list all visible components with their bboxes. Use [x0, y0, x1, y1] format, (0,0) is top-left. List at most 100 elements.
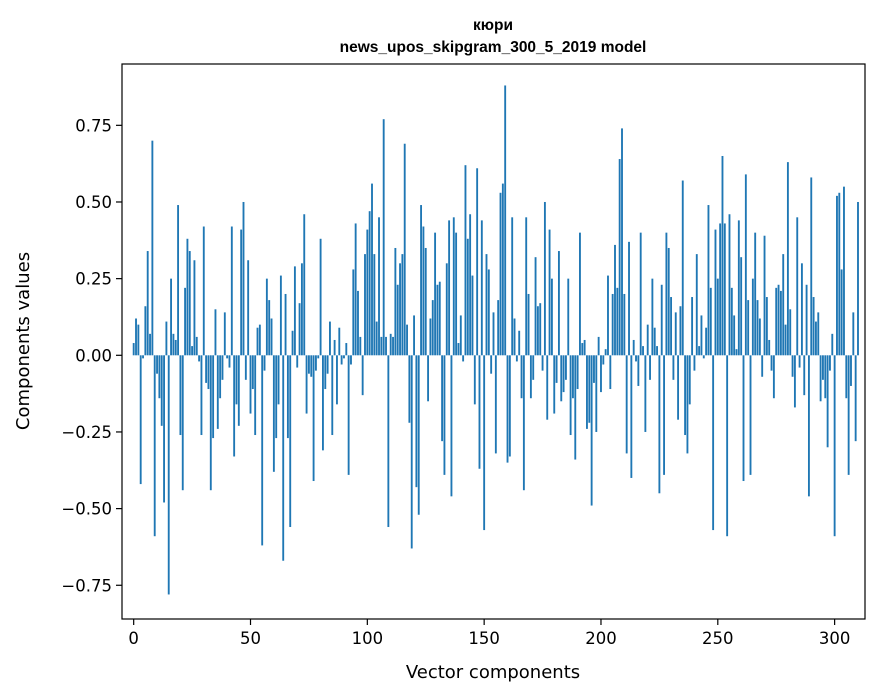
bar: [214, 309, 217, 356]
bar: [450, 355, 453, 497]
bar: [614, 244, 616, 356]
bars-group: [132, 85, 859, 595]
bar: [595, 355, 598, 432]
bar: [532, 355, 535, 380]
bar: [705, 327, 708, 356]
bar: [195, 336, 198, 356]
bar: [184, 287, 187, 356]
bar: [410, 355, 413, 549]
bar: [735, 349, 738, 356]
bar: [609, 355, 612, 390]
bar: [364, 254, 366, 356]
bar: [728, 214, 731, 356]
bar: [165, 321, 168, 356]
bar: [235, 355, 238, 405]
bar: [593, 355, 595, 383]
bar: [448, 220, 451, 356]
bar: [508, 355, 511, 457]
bar: [847, 355, 850, 475]
x-tick-label: 100: [352, 629, 384, 648]
bar: [233, 355, 236, 457]
bar: [483, 355, 486, 531]
bar: [144, 306, 147, 356]
bar: [579, 232, 581, 356]
bar: [202, 226, 205, 356]
bar: [555, 355, 558, 383]
bar: [553, 355, 556, 414]
bar: [560, 355, 563, 402]
bar: [857, 201, 859, 356]
bar: [796, 217, 799, 356]
bar: [303, 214, 306, 356]
bar: [539, 303, 542, 356]
bar: [174, 339, 177, 356]
bar: [840, 269, 843, 356]
bar: [688, 355, 691, 405]
bar: [417, 355, 420, 515]
bar: [247, 260, 250, 356]
bar: [293, 266, 296, 356]
bar: [602, 355, 605, 365]
bar: [836, 195, 838, 356]
y-tick-label: 0.75: [75, 116, 112, 135]
bar: [534, 257, 537, 356]
bar: [749, 355, 752, 475]
bar: [742, 355, 745, 482]
bar: [658, 355, 661, 494]
bar: [649, 355, 651, 380]
bar: [854, 355, 857, 442]
bar: [541, 355, 544, 371]
bar: [385, 336, 387, 356]
bar: [237, 355, 240, 426]
bar: [427, 355, 430, 402]
bar: [604, 349, 607, 356]
bar: [277, 355, 280, 405]
bar: [179, 355, 182, 436]
bar: [431, 300, 434, 356]
x-tick-label: 150: [468, 629, 500, 648]
bar: [798, 355, 801, 368]
bar: [667, 247, 670, 356]
bar: [574, 355, 577, 460]
bar: [251, 355, 254, 390]
bar: [401, 254, 404, 356]
x-tick-label: 300: [819, 629, 851, 648]
bar: [793, 355, 796, 408]
bar: [684, 355, 687, 436]
bar: [443, 355, 446, 475]
bar: [625, 355, 628, 454]
bar: [744, 174, 747, 356]
bar: [485, 254, 488, 356]
bar: [754, 232, 757, 356]
bar: [803, 355, 806, 396]
y-tick-label: −0.50: [61, 500, 112, 519]
bar: [805, 284, 808, 356]
bar: [352, 269, 355, 356]
bar: [445, 263, 448, 356]
bar: [242, 201, 245, 356]
bar: [387, 355, 390, 528]
bar: [298, 303, 301, 356]
bar: [132, 343, 135, 356]
bar: [656, 346, 658, 356]
bar: [476, 168, 479, 356]
bar: [408, 355, 411, 423]
bar: [464, 165, 467, 356]
plot-frame: [121, 63, 866, 620]
bar: [163, 355, 165, 503]
bar: [623, 293, 626, 356]
bar: [520, 355, 523, 399]
bar: [256, 327, 259, 356]
bar: [396, 284, 399, 356]
bar: [700, 315, 703, 356]
bar: [499, 192, 502, 356]
bar: [137, 324, 140, 356]
bar: [581, 343, 584, 356]
bar: [737, 220, 740, 356]
bar: [632, 339, 635, 356]
bar: [307, 355, 310, 374]
bar: [670, 297, 673, 356]
bar: [751, 278, 754, 356]
bar: [779, 290, 782, 356]
bar: [714, 229, 717, 356]
